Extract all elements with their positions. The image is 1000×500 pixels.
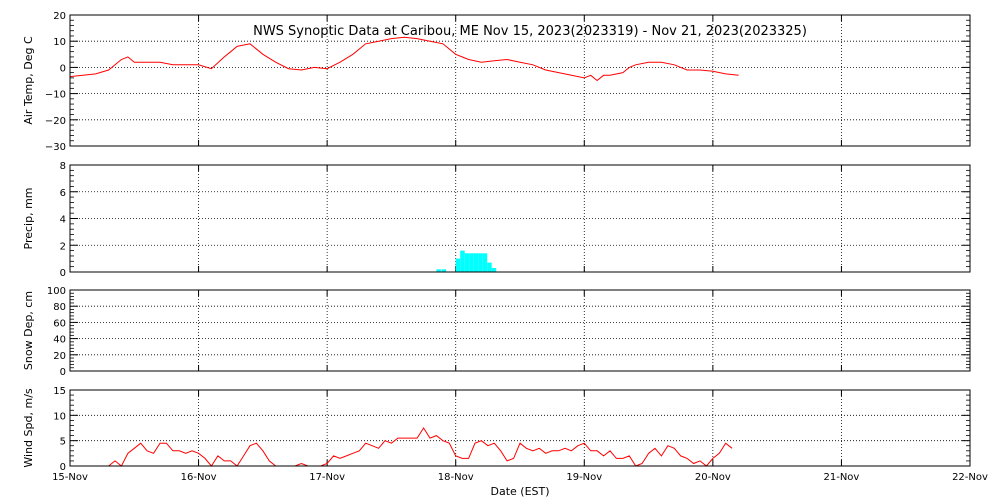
y-tick-label: 0	[60, 462, 66, 473]
y-tick-label: 0	[60, 63, 66, 74]
y-tick-label: −10	[45, 90, 66, 101]
x-axis-label: Date (EST)	[490, 485, 549, 498]
y-tick-label: 80	[53, 302, 66, 313]
panel-frame	[69, 14, 971, 147]
precip-bar	[460, 250, 465, 272]
y-axis-label: Air Temp, Deg C	[22, 36, 35, 125]
y-tick-label: 6	[60, 188, 66, 199]
precip-bar	[482, 253, 488, 272]
x-tick-label: 20-Nov	[695, 472, 731, 483]
x-tick-label: 19-Nov	[566, 472, 602, 483]
y-tick-label: 10	[53, 411, 66, 422]
y-tick-label: 8	[60, 161, 66, 172]
y-axis-label: Snow Dep, cm	[22, 291, 35, 370]
precip-bar	[436, 269, 441, 272]
precip-bar	[455, 258, 461, 272]
panel-air-temp: 20 10 0 −10 −20 −30 Air Temp, Deg C	[22, 11, 971, 153]
x-axis: 15-Nov 16-Nov 17-Nov 18-Nov 19-Nov 20-Nov 21-N…	[52, 472, 988, 483]
precip-bar	[441, 269, 447, 272]
y-tick-label: 20	[53, 11, 66, 22]
series-line-air-temp	[69, 36, 739, 82]
precip-bar	[473, 253, 479, 272]
y-tick-label: −30	[45, 142, 66, 153]
y-tick-label: 10	[53, 37, 66, 48]
y-tick-label: −20	[45, 116, 66, 127]
y-tick-label: 15	[53, 386, 66, 397]
y-tick-label: 20	[53, 351, 66, 362]
panel-frame	[69, 289, 971, 372]
precip-bar	[478, 253, 483, 272]
precip-bar	[464, 253, 470, 272]
panel-frame	[69, 164, 971, 273]
y-tick-label: 40	[53, 335, 66, 346]
x-tick-label: 15-Nov	[52, 472, 88, 483]
x-tick-label: 18-Nov	[438, 472, 474, 483]
precip-bar	[491, 268, 497, 272]
precip-bar	[469, 253, 474, 272]
panel-precip: 8 6 4 2 0 Precip, mm	[22, 161, 971, 279]
x-tick-label: 17-Nov	[309, 472, 345, 483]
panel-frame	[69, 389, 971, 467]
chart-title: NWS Synoptic Data at Caribou, ME Nov 15,…	[253, 24, 807, 39]
y-tick-label: 100	[47, 286, 66, 297]
panel-wind-speed: 15 10 5 0 Wind Spd, m/s	[22, 386, 971, 473]
y-tick-label: 0	[60, 268, 66, 279]
x-tick-label: 21-Nov	[823, 472, 859, 483]
y-tick-label: 0	[60, 367, 66, 378]
precip-bar	[487, 262, 492, 272]
x-tick-label: 16-Nov	[181, 472, 217, 483]
y-tick-label: 5	[60, 437, 66, 448]
y-tick-label: 2	[60, 241, 66, 252]
y-axis-label: Wind Spd, m/s	[22, 388, 35, 468]
x-tick-label: 22-Nov	[952, 472, 988, 483]
series-line-wind-speed	[108, 427, 733, 467]
y-axis-label: Precip, mm	[22, 188, 35, 250]
y-tick-label: 60	[53, 318, 66, 329]
panel-snow-depth: 100 80 60 40 20 0 Snow Dep, cm	[22, 286, 971, 378]
y-tick-label: 4	[60, 215, 66, 226]
